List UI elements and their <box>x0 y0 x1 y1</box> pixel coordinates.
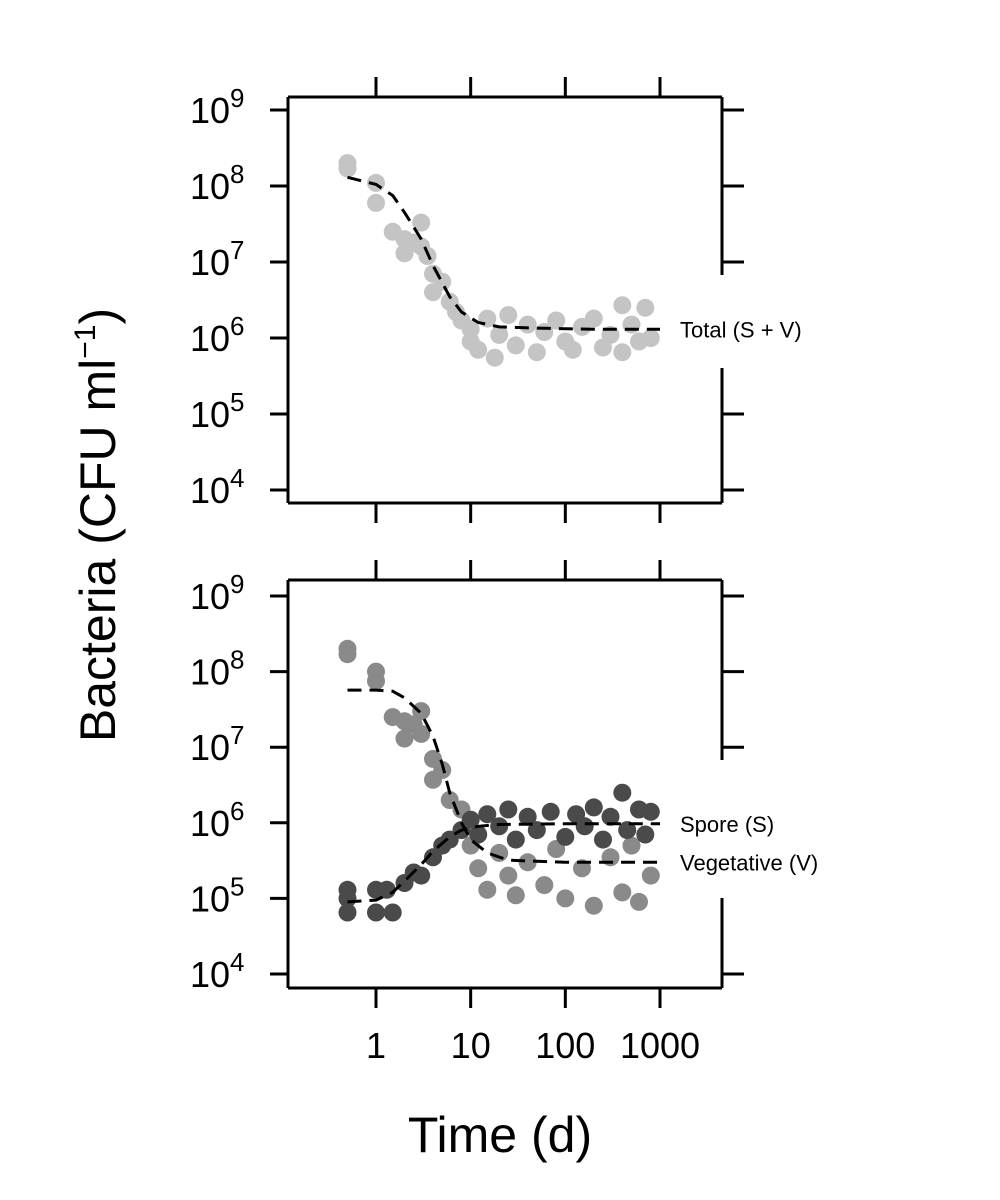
data-point <box>395 729 414 748</box>
data-point <box>613 783 632 802</box>
data-point <box>469 859 488 878</box>
data-point <box>613 883 632 902</box>
data-point <box>461 810 480 829</box>
data-point <box>641 802 660 821</box>
data-point <box>367 193 385 212</box>
series-label: Spore (S) <box>680 812 774 837</box>
data-point <box>636 298 655 317</box>
y-tick-label: 107 <box>190 720 245 768</box>
data-point <box>547 311 566 330</box>
data-point <box>338 159 357 178</box>
data-point <box>518 315 537 334</box>
series-vegetative-v <box>338 639 660 915</box>
data-point <box>618 821 637 840</box>
data-point <box>630 892 648 911</box>
data-point <box>535 876 554 895</box>
y-tick-label: 107 <box>190 235 245 283</box>
data-point <box>636 825 655 844</box>
data-point <box>499 800 518 819</box>
data-point <box>556 827 575 846</box>
data-point <box>613 296 632 315</box>
x-tick-labels: 1 10 100 1000 <box>366 1025 700 1066</box>
data-point <box>518 807 537 826</box>
data-point <box>601 807 620 826</box>
y-tick-label: 108 <box>190 159 245 207</box>
y-tick-label: 109 <box>190 569 245 617</box>
data-point <box>641 866 660 885</box>
data-point <box>485 348 504 367</box>
y-tick-label: 108 <box>190 645 245 693</box>
data-point <box>478 805 497 824</box>
data-point <box>433 761 452 779</box>
series-label: Total (S + V) <box>680 317 802 342</box>
series-total-s-v <box>338 154 660 367</box>
data-point <box>412 702 431 721</box>
data-point <box>541 802 560 821</box>
data-point <box>338 903 357 922</box>
data-point <box>575 817 594 836</box>
data-point <box>641 329 660 347</box>
data-point <box>584 896 603 915</box>
data-point <box>412 213 431 232</box>
data-point <box>367 672 385 690</box>
panel-frame <box>286 578 724 990</box>
data-point <box>469 340 488 359</box>
data-point <box>490 843 509 862</box>
data-point <box>527 343 546 362</box>
y-tick-label: 109 <box>190 83 245 131</box>
data-point <box>584 798 603 817</box>
fit-curve <box>347 175 660 331</box>
data-point <box>506 886 525 905</box>
y-axis-title: Bacteria (CFU ml−1) <box>69 308 126 742</box>
data-point <box>622 315 641 334</box>
fit-curve <box>347 688 660 864</box>
x-tick-label: 10 <box>451 1025 491 1066</box>
x-tick-label: 1 <box>366 1025 386 1066</box>
data-point <box>556 889 575 908</box>
data-point <box>518 853 537 872</box>
y-tick-label: 105 <box>190 871 245 919</box>
data-point <box>412 724 431 743</box>
series-spore-s <box>338 783 660 922</box>
data-point <box>499 306 518 325</box>
y-tick-label: 104 <box>190 947 245 995</box>
data-point <box>377 880 396 899</box>
series-label: Vegetative (V) <box>680 850 818 875</box>
data-point <box>478 880 497 899</box>
data-point <box>499 866 518 885</box>
data-point <box>594 830 612 849</box>
data-point <box>584 309 603 328</box>
data-point <box>383 903 402 922</box>
data-point <box>506 830 525 849</box>
y-tick-label: 106 <box>190 311 245 359</box>
data-point <box>563 340 582 359</box>
x-tick-label: 1000 <box>620 1025 700 1066</box>
data-point <box>367 903 385 922</box>
x-tick-label: 100 <box>535 1025 595 1066</box>
fit-curve <box>347 822 660 904</box>
x-axis-title: Time (d) <box>408 1107 592 1163</box>
data-point <box>490 817 509 836</box>
panel-frame <box>286 95 724 505</box>
data-point <box>433 272 452 291</box>
y-tick-label: 105 <box>190 387 245 435</box>
data-point <box>622 836 641 855</box>
panel-bottom-chart: Vegetative (V) Spore (S) 109 108 107 106 105 10… <box>190 560 818 1008</box>
data-point <box>469 825 488 844</box>
data-point <box>338 645 357 664</box>
data-point <box>506 336 525 355</box>
data-point <box>490 325 509 344</box>
panel-top-chart: Total (S + V) 109 108 107 106 105 104 <box>190 77 802 523</box>
y-tick-label: 106 <box>190 796 245 844</box>
y-tick-label: 104 <box>190 463 245 511</box>
data-point <box>613 343 632 362</box>
